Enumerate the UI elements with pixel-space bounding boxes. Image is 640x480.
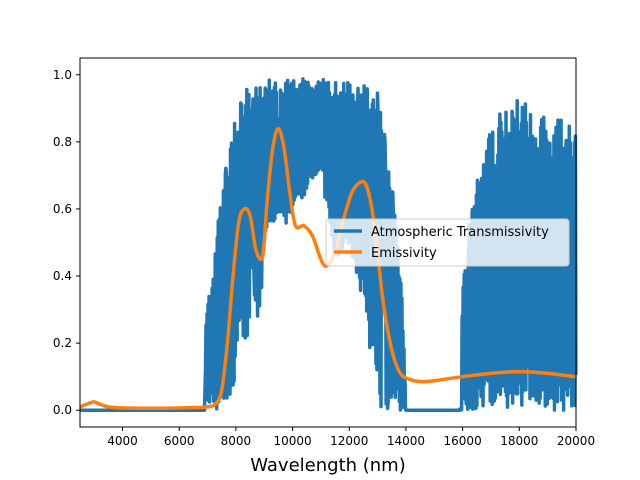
plot-frame bbox=[79, 57, 577, 428]
y-tick-label: 0.4 bbox=[53, 269, 72, 283]
x-tick-label: 14000 bbox=[387, 434, 425, 448]
x-tick-label: 4000 bbox=[107, 434, 138, 448]
series-line-emissivity bbox=[79, 126, 577, 410]
y-tick-label: 1.0 bbox=[53, 68, 72, 82]
y-tick-label: 0.0 bbox=[53, 403, 72, 417]
series-layer bbox=[78, 77, 578, 412]
y-tick-label: 0.2 bbox=[53, 336, 72, 350]
x-axis-ticks: 4000 6000 8000 10000 12000 14000 16000 18000 200… bbox=[107, 427, 595, 448]
legend-label-emissivity: Emissivity bbox=[371, 246, 437, 261]
legend: Atmospheric Transmissivity Emissivity bbox=[325, 218, 570, 267]
x-tick-label: 20000 bbox=[557, 434, 595, 448]
y-tick-label: 0.6 bbox=[53, 202, 72, 216]
y-tick-label: 0.8 bbox=[53, 135, 72, 149]
series-line-atmospheric-transmissivity bbox=[78, 77, 578, 412]
x-tick-label: 8000 bbox=[221, 434, 252, 448]
x-tick-label: 6000 bbox=[164, 434, 195, 448]
x-tick-label: 16000 bbox=[444, 434, 482, 448]
y-axis-ticks: 0.0 0.2 0.4 0.6 0.8 1.0 bbox=[53, 68, 80, 417]
legend-label-transmissivity: Atmospheric Transmissivity bbox=[371, 225, 549, 240]
x-axis-label: Wavelength (nm) bbox=[250, 455, 406, 476]
legend-box bbox=[325, 218, 570, 267]
x-tick-label: 12000 bbox=[330, 434, 368, 448]
x-tick-label: 18000 bbox=[500, 434, 538, 448]
x-tick-label: 10000 bbox=[273, 434, 311, 448]
